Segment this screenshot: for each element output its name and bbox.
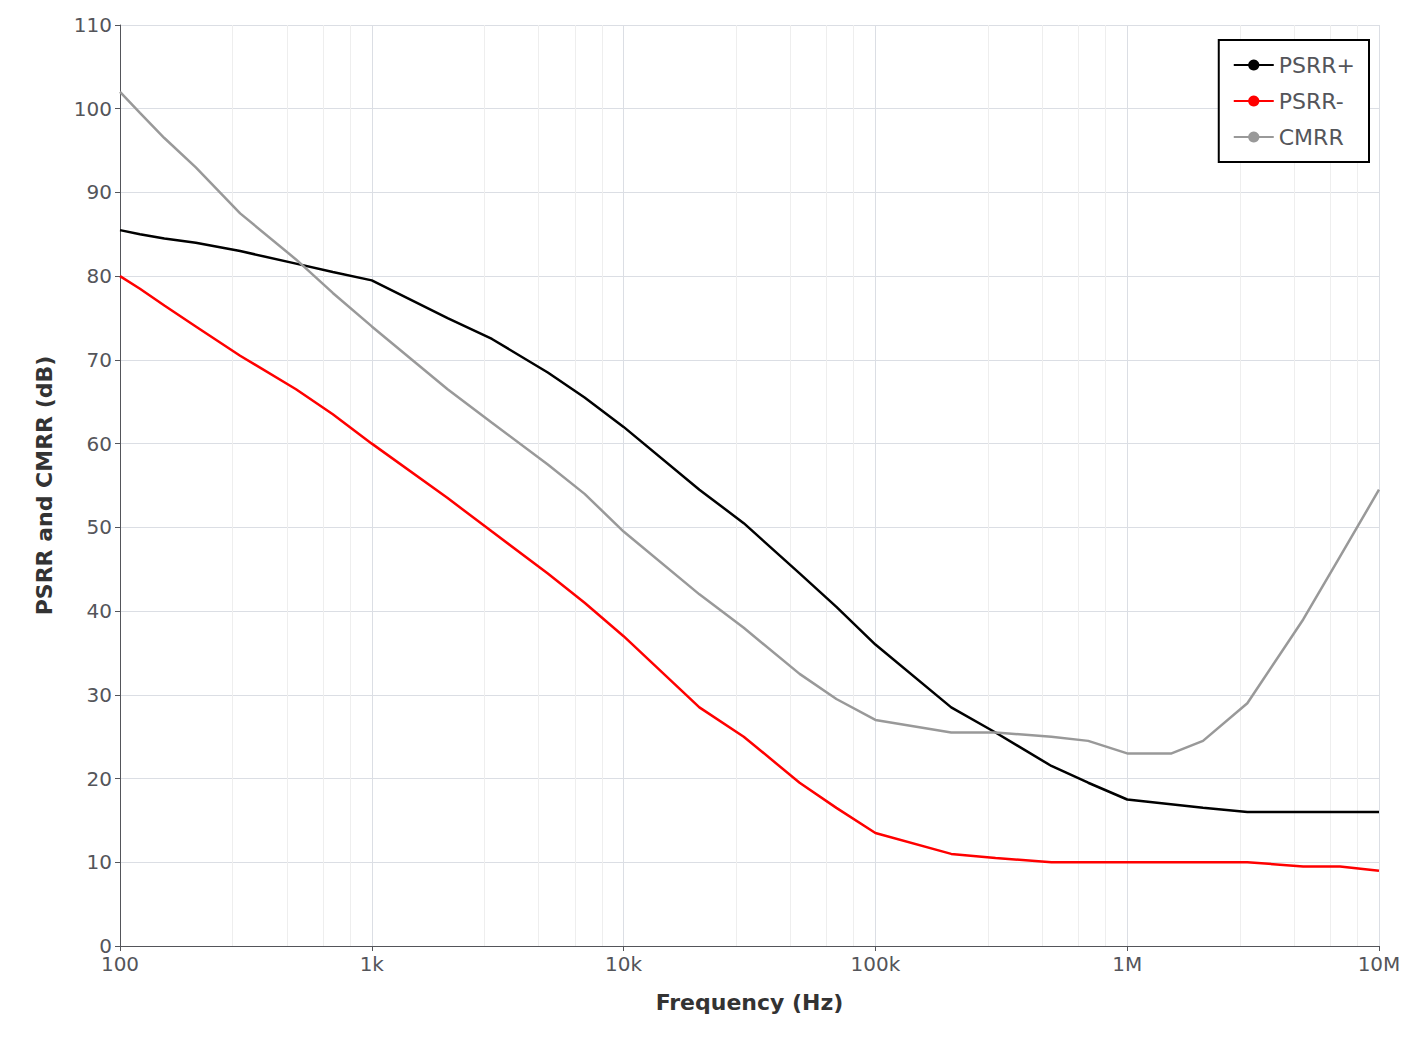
- svg-text:1M: 1M: [1112, 952, 1142, 976]
- svg-text:PSRR-: PSRR-: [1279, 89, 1344, 114]
- svg-text:40: 40: [87, 599, 112, 623]
- svg-text:10: 10: [87, 850, 112, 874]
- svg-text:50: 50: [87, 515, 112, 539]
- svg-text:90: 90: [87, 180, 112, 204]
- svg-text:0: 0: [99, 934, 112, 958]
- svg-text:60: 60: [87, 432, 112, 456]
- svg-text:1k: 1k: [360, 952, 385, 976]
- svg-text:100k: 100k: [851, 952, 901, 976]
- svg-text:20: 20: [87, 767, 112, 791]
- svg-text:30: 30: [87, 683, 112, 707]
- svg-text:Frequency (Hz): Frequency (Hz): [656, 990, 844, 1015]
- svg-text:10k: 10k: [605, 952, 642, 976]
- svg-text:PSRR and CMRR (dB): PSRR and CMRR (dB): [32, 356, 57, 616]
- svg-text:10M: 10M: [1358, 952, 1401, 976]
- svg-text:70: 70: [87, 348, 112, 372]
- svg-text:100: 100: [74, 97, 112, 121]
- svg-text:PSRR+: PSRR+: [1279, 53, 1355, 78]
- svg-text:80: 80: [87, 264, 112, 288]
- svg-text:CMRR: CMRR: [1279, 125, 1344, 150]
- svg-text:100: 100: [101, 952, 139, 976]
- svg-text:110: 110: [74, 13, 112, 37]
